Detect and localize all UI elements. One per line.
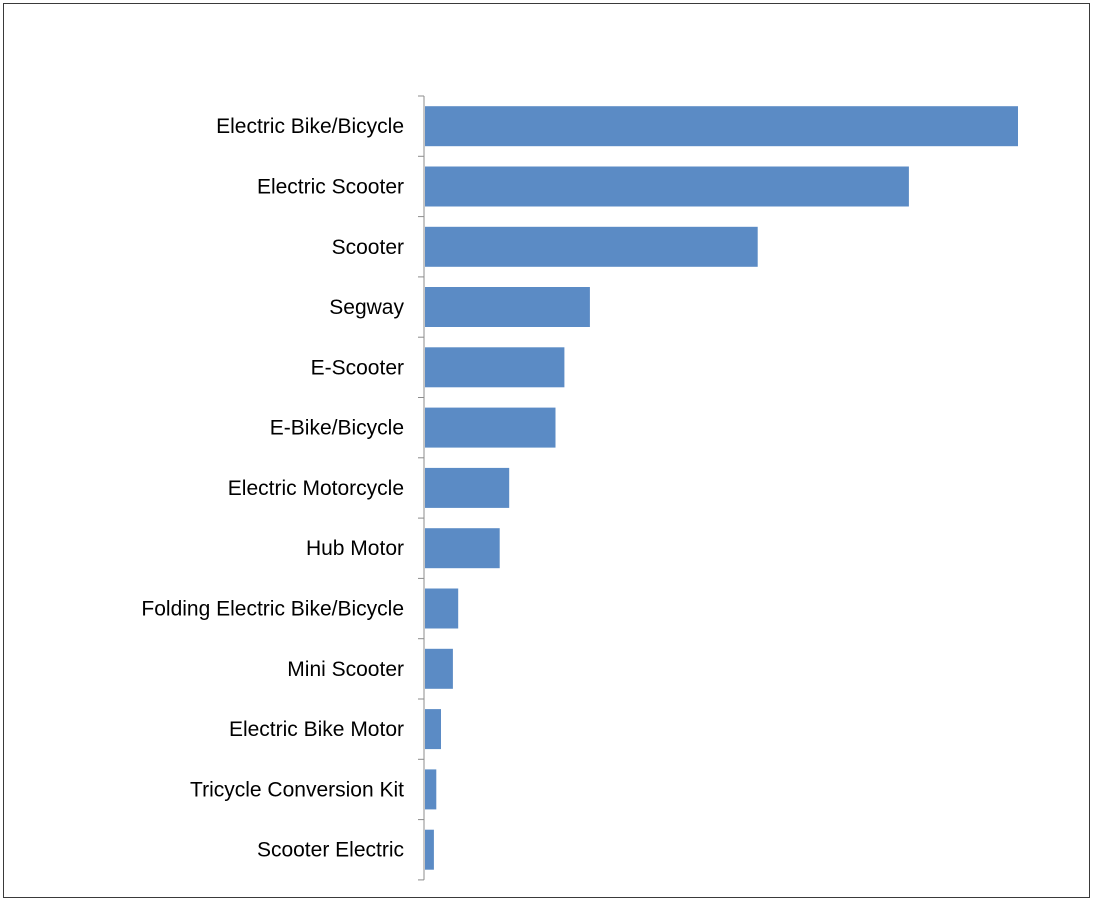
category-label: Segway xyxy=(329,296,404,319)
category-label: Folding Electric Bike/Bicycle xyxy=(141,598,404,621)
category-label: Electric Scooter xyxy=(257,176,404,199)
category-label: Mini Scooter xyxy=(287,658,404,681)
bar xyxy=(425,769,437,810)
bar xyxy=(425,829,434,870)
bar xyxy=(425,166,909,207)
bar xyxy=(425,347,565,388)
bar xyxy=(425,407,556,448)
bar xyxy=(425,648,453,689)
category-label: E-Scooter xyxy=(311,356,404,379)
category-label: Tricycle Conversion Kit xyxy=(190,778,404,801)
category-axis xyxy=(418,95,425,881)
chart-frame: Electric Bike/Bicycle Electric Scooter Sco… xyxy=(3,3,1090,898)
bar-chart: Electric Bike/Bicycle Electric Scooter Sco… xyxy=(141,95,1018,881)
bar xyxy=(425,106,1018,147)
bar xyxy=(425,467,510,508)
bar xyxy=(425,528,500,569)
category-labels: Electric Bike/Bicycle Electric Scooter Sco… xyxy=(141,115,404,862)
category-label: Scooter xyxy=(332,236,404,259)
bar xyxy=(425,588,459,629)
category-label: Scooter Electric xyxy=(257,839,404,862)
bars-group xyxy=(425,106,1018,870)
category-label: E-Bike/Bicycle xyxy=(270,417,404,440)
bar xyxy=(425,287,590,327)
bar xyxy=(425,709,441,750)
category-label: Hub Motor xyxy=(306,537,404,560)
category-label: Electric Bike/Bicycle xyxy=(216,115,404,138)
category-label: Electric Motorcycle xyxy=(228,477,404,500)
category-label: Electric Bike Motor xyxy=(229,718,404,741)
bar xyxy=(425,226,758,267)
